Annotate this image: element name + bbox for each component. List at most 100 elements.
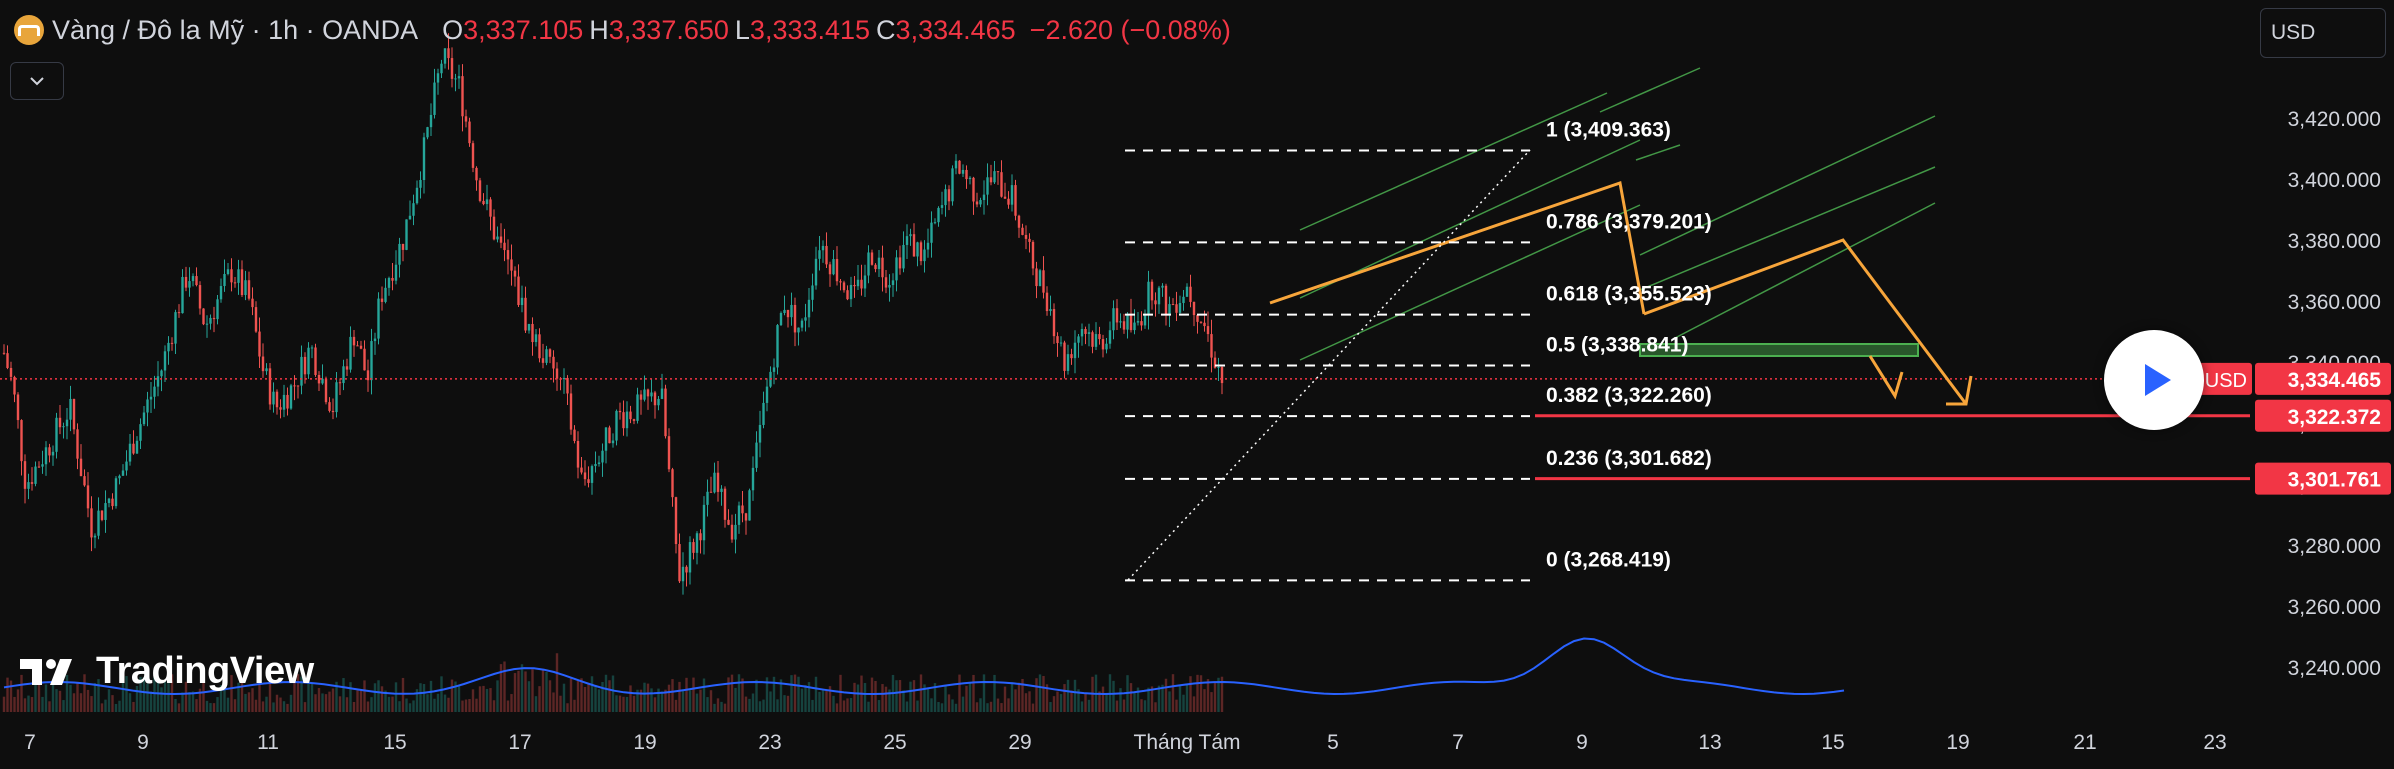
candle-body [930, 222, 933, 243]
volume-bar [748, 698, 751, 712]
volume-bar [520, 664, 524, 712]
volume-bar [216, 697, 219, 712]
volume-bar [398, 701, 401, 712]
volume-bar [275, 694, 279, 712]
volume-bar [937, 702, 940, 712]
volume-bar [506, 700, 510, 712]
candle-body [744, 513, 748, 521]
candle-body [289, 385, 293, 409]
volume-bar [881, 684, 884, 712]
candle-body [674, 497, 678, 545]
volume-bar [83, 674, 86, 712]
wedge-right [1643, 238, 1968, 405]
volume-bar [562, 683, 566, 712]
volume-bar [681, 691, 685, 712]
candle-body [503, 242, 506, 251]
symbol-title[interactable]: Vàng / Đô la Mỹ · 1h · OANDA [52, 14, 419, 45]
volume-bar [902, 690, 905, 712]
candle-body [531, 323, 534, 343]
volume-bar [926, 687, 930, 712]
candle-body [797, 327, 800, 333]
volume-bar [111, 695, 114, 712]
volume-bar [615, 695, 618, 712]
volume-bar [338, 696, 342, 712]
candle-body [132, 443, 135, 454]
volume-bar [867, 701, 870, 712]
volume-bar [730, 674, 734, 712]
candle-body [800, 320, 804, 328]
volume-bar [685, 677, 688, 712]
volume-bar [121, 681, 125, 712]
play-replay-button[interactable] [2104, 330, 2204, 430]
volume-bar [303, 702, 307, 712]
candle-body [44, 447, 48, 465]
volume-bar [1133, 692, 1136, 712]
candle-body [268, 368, 272, 405]
volume-bar [1192, 696, 1196, 712]
volume-bar [202, 681, 205, 712]
volume-bar [191, 691, 195, 712]
volume-bar [1031, 703, 1035, 712]
candle-body [1087, 332, 1091, 334]
candle-body [933, 222, 937, 224]
candle-body [65, 419, 69, 427]
collapse-legend-button[interactable] [10, 62, 64, 100]
x-tick-label: 15 [1821, 731, 1844, 754]
volume-bar [55, 689, 58, 712]
candle-body [156, 376, 160, 387]
candle-body [1185, 286, 1189, 297]
candle-body [496, 236, 499, 240]
volume-bar [618, 695, 622, 712]
volume-bar [181, 692, 184, 712]
candle-body [100, 510, 104, 520]
volume-bar [688, 690, 692, 712]
low-label: L [734, 14, 750, 45]
volume-bar [664, 689, 667, 712]
candle-body [590, 466, 594, 483]
candle-body [989, 177, 993, 183]
candle-body [436, 73, 440, 83]
volume-bar [146, 683, 149, 712]
candle-body [97, 510, 100, 536]
volume-bar [286, 703, 289, 712]
candle-body [184, 276, 188, 288]
volume-bar [149, 691, 153, 712]
volume-bar [254, 699, 258, 712]
candle-body [412, 203, 415, 216]
volume-bar [160, 687, 163, 712]
candle-body [244, 280, 247, 296]
candle-body [345, 366, 349, 370]
volume-bar [853, 682, 856, 712]
volume-bar [307, 675, 310, 712]
candle-body [457, 76, 461, 79]
volume-bar [247, 692, 251, 712]
volume-bar [643, 682, 646, 712]
currency-select[interactable]: USD [2260, 8, 2386, 58]
candle-body [986, 177, 989, 195]
volume-bar [597, 689, 601, 712]
volume-bar [366, 701, 370, 712]
volume-bar [9, 680, 13, 712]
volume-bar [975, 702, 979, 712]
volume-bar [947, 694, 951, 712]
volume-bar [324, 694, 328, 712]
candle-body [804, 317, 807, 321]
volume-bar [576, 680, 580, 712]
candle-body [90, 508, 93, 538]
candle-body [832, 259, 835, 275]
volume-bar [195, 699, 198, 712]
candle-body [384, 287, 387, 302]
candle-body [755, 442, 758, 468]
candle-body [1077, 336, 1080, 343]
channel-line [1599, 67, 1701, 113]
volume-bar [373, 683, 377, 712]
volume-bar [821, 688, 825, 712]
candle-body [702, 504, 706, 541]
volume-bar [569, 678, 573, 712]
volume-bar [888, 689, 891, 712]
volume-bar [163, 680, 167, 712]
volume-bar [832, 695, 835, 712]
volume-bar [265, 696, 268, 712]
